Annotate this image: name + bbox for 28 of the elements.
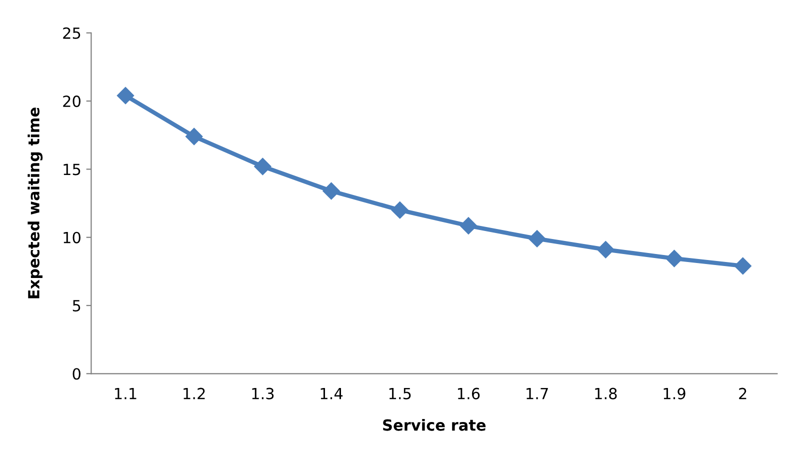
- x-tick-label: 1.5: [389, 388, 411, 400]
- point: [186, 128, 203, 146]
- y-tick-label: 25: [63, 27, 80, 39]
- y-tick-label: 20: [63, 96, 80, 108]
- point: [597, 241, 614, 258]
- point: [116, 87, 134, 104]
- y-tick-label: 0: [72, 368, 80, 380]
- point: [391, 202, 408, 219]
- x-tick-label: 1.6: [458, 388, 480, 400]
- point: [322, 182, 340, 200]
- point: [666, 250, 683, 268]
- x-axis-title: Service rate: [383, 418, 486, 431]
- x-tick-label: 1.7: [526, 388, 548, 400]
- y-tick-label: 5: [72, 300, 80, 312]
- point: [254, 158, 272, 176]
- point: [734, 257, 752, 275]
- x-tick-label: 1.9: [664, 388, 686, 400]
- y-tick-label: 15: [64, 164, 80, 176]
- x-tick-label: 1.3: [252, 388, 274, 400]
- x-tick-label: 1.8: [595, 388, 617, 400]
- point: [460, 217, 478, 234]
- point: [528, 230, 546, 248]
- x-tick-label: 1.2: [184, 388, 205, 400]
- y-axis-title: Expected waiting time: [28, 108, 43, 298]
- x-tick-label: 1.4: [320, 388, 343, 400]
- x-tick-label: 2: [739, 388, 746, 400]
- x-tick-label: 1.1: [115, 388, 136, 400]
- y-tick-label: 10: [64, 232, 80, 244]
